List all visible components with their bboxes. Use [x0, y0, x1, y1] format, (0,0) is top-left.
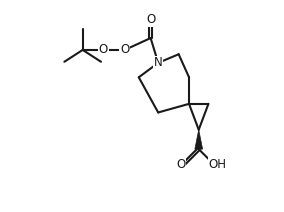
Text: O: O	[146, 13, 155, 26]
Text: O: O	[99, 43, 108, 56]
Text: N: N	[154, 56, 162, 69]
Polygon shape	[195, 130, 202, 149]
Text: O: O	[120, 43, 130, 56]
Text: OH: OH	[209, 158, 227, 171]
Text: O: O	[176, 158, 186, 171]
